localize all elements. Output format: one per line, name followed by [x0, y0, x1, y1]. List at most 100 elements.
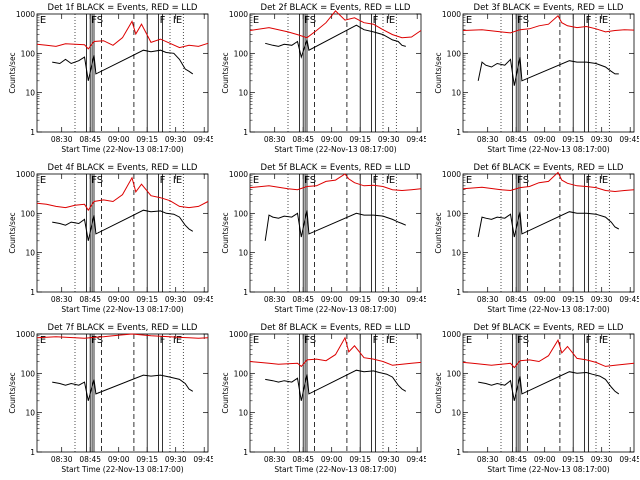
x-tick-label: 09:30 — [591, 135, 613, 144]
flag-label: IE — [173, 15, 182, 26]
x-tick-label: 09:00 — [108, 295, 130, 304]
plot-frame — [249, 13, 422, 133]
y-tick-label: 100 — [447, 49, 462, 58]
y-axis-label: Counts/sec — [221, 212, 230, 253]
series-line-events — [478, 371, 620, 401]
x-tick-label: 08:30 — [477, 295, 499, 304]
flag-label: E — [466, 335, 472, 346]
series-line-lld — [249, 10, 422, 39]
flag-label: IE — [386, 175, 395, 186]
x-tick-label: 08:30 — [264, 455, 286, 464]
x-tick-label: 09:30 — [165, 295, 187, 304]
detector-panel-5: Det 5f BLACK = Events, RED = LLD 1 10 100 10… — [221, 163, 426, 314]
y-tick-label: 10 — [238, 89, 248, 98]
flag-label: FS — [517, 335, 529, 346]
chart-title: Det 5f BLACK = Events, RED = LLD — [261, 163, 411, 173]
y-tick-label: 1000 — [229, 10, 248, 19]
flag-label: F — [373, 175, 379, 186]
plot-frame — [249, 173, 422, 293]
x-tick-label: 08:45 — [505, 135, 527, 144]
flag-label: F — [586, 15, 592, 26]
x-tick-label: 09:45 — [406, 295, 426, 304]
plot-frame — [462, 173, 635, 293]
y-tick-label: 1000 — [442, 330, 461, 339]
x-tick-label: 08:30 — [51, 295, 73, 304]
flag-label: E — [40, 175, 46, 186]
y-tick-label: 100 — [234, 209, 249, 218]
chart-title: Det 3f BLACK = Events, RED = LLD — [474, 3, 624, 13]
x-tick-label: 08:45 — [79, 295, 101, 304]
flag-label: FS — [91, 15, 103, 26]
x-axis-label: Start Time (22-Nov-13 08:17:00) — [274, 465, 396, 474]
x-tick-label: 09:00 — [321, 455, 343, 464]
x-tick-label: 09:45 — [193, 455, 213, 464]
y-tick-label: 1000 — [442, 10, 461, 19]
x-tick-label: 08:45 — [505, 455, 527, 464]
y-tick-label: 100 — [447, 209, 462, 218]
y-tick-label: 1000 — [229, 170, 248, 179]
x-tick-label: 09:45 — [619, 295, 639, 304]
chart-title: Det 8f BLACK = Events, RED = LLD — [261, 323, 411, 333]
flag-label: F — [160, 175, 166, 186]
y-axis-label: Counts/sec — [434, 212, 443, 253]
x-tick-label: 09:30 — [165, 135, 187, 144]
y-tick-label: 1 — [456, 448, 461, 457]
x-tick-label: 08:45 — [292, 455, 314, 464]
flag-label: F — [160, 15, 166, 26]
flag-label: F — [160, 335, 166, 346]
series-line-events — [265, 369, 407, 401]
y-tick-label: 10 — [451, 89, 461, 98]
x-tick-label: 09:15 — [136, 455, 158, 464]
x-tick-label: 09:00 — [321, 295, 343, 304]
x-tick-label: 09:00 — [534, 295, 556, 304]
x-tick-label: 08:30 — [264, 295, 286, 304]
y-tick-label: 1 — [456, 288, 461, 297]
y-tick-label: 10 — [238, 409, 248, 418]
x-axis-label: Start Time (22-Nov-13 08:17:00) — [61, 145, 183, 154]
flag-label: F — [586, 335, 592, 346]
x-tick-label: 09:30 — [165, 455, 187, 464]
y-tick-label: 10 — [451, 249, 461, 258]
y-tick-label: 10 — [25, 409, 35, 418]
plot-frame — [462, 13, 635, 133]
x-tick-label: 08:30 — [477, 135, 499, 144]
y-axis-label: Counts/sec — [221, 52, 230, 93]
flag-label: IE — [173, 175, 182, 186]
flag-label: IE — [386, 15, 395, 26]
x-tick-label: 09:15 — [136, 295, 158, 304]
x-axis-label: Start Time (22-Nov-13 08:17:00) — [274, 145, 396, 154]
y-tick-label: 1000 — [16, 170, 35, 179]
y-tick-label: 1000 — [442, 170, 461, 179]
series-line-events — [477, 211, 620, 238]
x-axis-label: Start Time (22-Nov-13 08:17:00) — [274, 305, 396, 314]
y-tick-label: 100 — [21, 369, 36, 378]
flag-label: E — [40, 335, 46, 346]
x-tick-label: 08:45 — [292, 295, 314, 304]
y-tick-label: 1 — [243, 128, 248, 137]
x-tick-label: 09:00 — [108, 135, 130, 144]
y-tick-label: 100 — [21, 209, 36, 218]
x-tick-label: 08:45 — [292, 135, 314, 144]
x-tick-label: 09:45 — [406, 455, 426, 464]
x-tick-label: 09:45 — [406, 135, 426, 144]
x-tick-label: 09:15 — [349, 455, 371, 464]
flag-label: FS — [517, 15, 529, 26]
y-tick-label: 10 — [25, 249, 35, 258]
detector-panel-6: Det 6f BLACK = Events, RED = LLD 1 10 100 10… — [434, 163, 639, 314]
detector-panel-2: Det 2f BLACK = Events, RED = LLD 1 10 100 10… — [221, 3, 426, 154]
flag-label: IE — [599, 175, 608, 186]
x-tick-label: 09:15 — [349, 295, 371, 304]
plot-frame — [36, 173, 209, 293]
detector-panel-1: Det 1f BLACK = Events, RED = LLD 1 10 100 10… — [8, 3, 213, 154]
y-tick-label: 1 — [456, 128, 461, 137]
flag-label: FS — [91, 175, 103, 186]
chart-title: Det 1f BLACK = Events, RED = LLD — [48, 3, 198, 13]
flag-label: E — [253, 15, 259, 26]
series-line-lld — [462, 171, 635, 193]
x-tick-label: 09:45 — [619, 455, 639, 464]
y-tick-label: 1 — [30, 288, 35, 297]
x-tick-label: 08:45 — [505, 295, 527, 304]
series-line-lld — [36, 333, 209, 339]
detector-panel-8: Det 8f BLACK = Events, RED = LLD 1 10 100 10… — [221, 323, 426, 474]
x-tick-label: 09:00 — [108, 455, 130, 464]
